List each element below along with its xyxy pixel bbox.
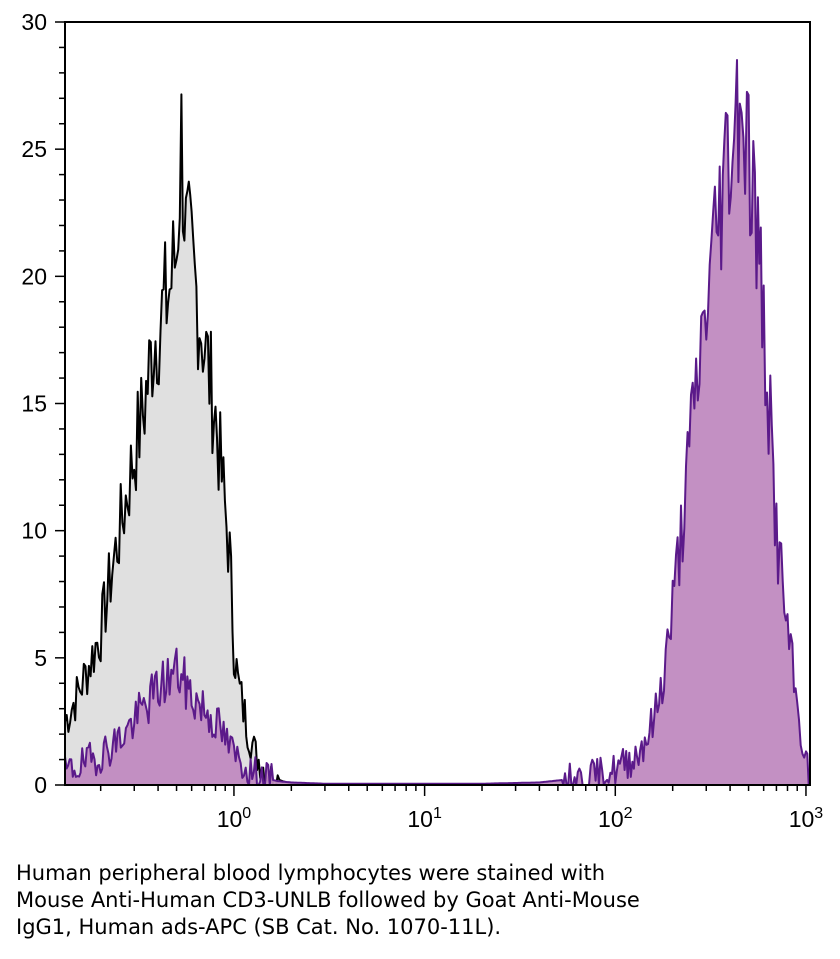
x-axis: 100 101 102 103 [99, 785, 824, 832]
y-tick-label: 20 [21, 263, 47, 289]
series-1-fill [65, 94, 300, 785]
series-2-fill [65, 60, 810, 785]
series-2-line [64, 59, 810, 786]
y-tick-label: 10 [21, 518, 47, 544]
x-tick-label: 100 [217, 805, 252, 832]
y-tick-label: 30 [21, 9, 47, 35]
caption-line-3: IgG1, Human ads-APC (SB Cat. No. 1070-11… [16, 915, 502, 939]
x-tick-label: 102 [598, 805, 633, 832]
caption-line-2: Mouse Anti-Human CD3-UNLB followed by Go… [16, 888, 640, 912]
y-tick-label: 15 [21, 391, 47, 417]
y-axis: 0 5 10 15 20 25 30 [21, 9, 65, 798]
y-tick-label: 0 [34, 772, 47, 798]
y-tick-label: 25 [21, 136, 47, 162]
y-tick-label: 5 [34, 645, 47, 671]
figure-caption: Human peripheral blood lymphocytes were … [16, 860, 816, 941]
x-tick-label: 101 [407, 805, 442, 832]
x-tick-label: 103 [789, 805, 824, 832]
caption-line-1: Human peripheral blood lymphocytes were … [16, 861, 606, 885]
series-layer [64, 59, 810, 786]
histogram-chart: 0 5 10 15 20 25 30 100 101 102 103 [21, 9, 824, 832]
